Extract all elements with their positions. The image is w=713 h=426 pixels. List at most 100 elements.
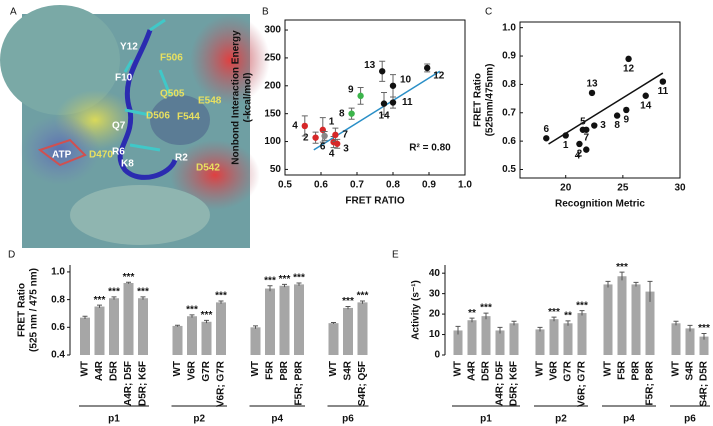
significance: *** bbox=[293, 273, 305, 284]
bar bbox=[250, 327, 261, 355]
significance: *** bbox=[698, 323, 710, 334]
bar bbox=[509, 323, 519, 355]
panel-letter: B bbox=[262, 7, 269, 18]
x-tick-label: D5R bbox=[481, 360, 492, 381]
x-tick-label: 0.7 bbox=[350, 180, 364, 191]
y-axis-label: (525nm/475nm) bbox=[485, 64, 496, 137]
annotation: R² = 0.80 bbox=[409, 143, 451, 154]
error-bar bbox=[296, 282, 302, 286]
y-tick-label: 0.4 bbox=[51, 350, 65, 361]
y-tick-label: 1.0 bbox=[51, 267, 65, 278]
error-bar bbox=[218, 300, 224, 304]
x-tick-label: S4R; D5R bbox=[699, 360, 710, 406]
data-point bbox=[583, 146, 590, 153]
error-bar bbox=[701, 333, 707, 340]
data-point bbox=[613, 112, 621, 119]
point-label: 14 bbox=[640, 100, 652, 111]
y-axis-label: FRET Ratio bbox=[473, 73, 484, 127]
significance: *** bbox=[215, 291, 227, 302]
x-tick-label: 25 bbox=[617, 183, 629, 194]
bar bbox=[671, 323, 681, 355]
bar bbox=[535, 329, 545, 355]
panel-letter: A bbox=[10, 7, 17, 18]
y-tick-label: 0 bbox=[434, 350, 440, 361]
group-label: p2 bbox=[193, 414, 205, 425]
data-point bbox=[623, 106, 630, 114]
error-bar bbox=[551, 316, 557, 322]
bar bbox=[216, 302, 226, 355]
point-label: 1 bbox=[563, 140, 569, 151]
x-tick-label: D5R bbox=[109, 360, 120, 381]
point-label: 2 bbox=[577, 149, 583, 160]
error-bar bbox=[511, 320, 517, 326]
bar bbox=[123, 283, 134, 355]
residue-label: D470 bbox=[89, 150, 113, 161]
y-tick-label: 250 bbox=[264, 53, 281, 64]
bar bbox=[481, 316, 491, 355]
panel-letter: C bbox=[485, 7, 492, 18]
data-point bbox=[424, 64, 431, 72]
x-tick-label: 0.8 bbox=[386, 180, 400, 191]
y-tick-label: 10 bbox=[429, 329, 441, 340]
x-tick-label: P8R bbox=[279, 360, 290, 380]
error-bar bbox=[469, 317, 475, 323]
error-bar bbox=[111, 296, 117, 300]
x-tick-label: F5R bbox=[617, 360, 628, 380]
y-tick-label: 1.0 bbox=[502, 22, 516, 33]
significance: *** bbox=[108, 286, 120, 297]
y-tick-label: 300 bbox=[264, 25, 281, 36]
significance: *** bbox=[548, 307, 560, 318]
point-label: 6 bbox=[320, 142, 326, 153]
surface-blob bbox=[150, 95, 210, 145]
x-tick-label: 1.0 bbox=[458, 180, 472, 191]
bar bbox=[495, 330, 505, 355]
x-tick-label: F5R; P8R bbox=[645, 360, 656, 405]
point-label: 1 bbox=[329, 116, 335, 127]
significance: *** bbox=[123, 272, 135, 283]
x-axis-label: Recognition Metric bbox=[555, 199, 645, 210]
group-label: p6 bbox=[342, 414, 354, 425]
error-bar bbox=[331, 321, 336, 324]
x-tick-label: D5R; K6F bbox=[509, 361, 520, 406]
group-label: p1 bbox=[480, 414, 492, 425]
data-point bbox=[583, 126, 590, 133]
x-tick-label: A4R bbox=[467, 360, 478, 381]
error-bar bbox=[204, 319, 209, 324]
residue-label: F544 bbox=[177, 112, 200, 123]
bar bbox=[453, 330, 463, 355]
error-bar bbox=[175, 324, 180, 327]
bar bbox=[467, 320, 477, 355]
y-tick-label: 20 bbox=[429, 309, 441, 320]
bar bbox=[563, 323, 573, 355]
x-tick-label: S4R bbox=[685, 360, 696, 380]
x-tick-label: S4R; Q5F bbox=[357, 361, 368, 406]
group-label: p4 bbox=[623, 414, 635, 425]
bar bbox=[631, 284, 641, 355]
point-label: 3 bbox=[343, 143, 349, 154]
x-tick-label: WT bbox=[328, 361, 339, 377]
point-label: 4 bbox=[575, 150, 581, 161]
x-tick-label: WT bbox=[671, 361, 682, 377]
x-tick-label: WT bbox=[172, 361, 183, 377]
point-label: 7 bbox=[342, 129, 348, 140]
bar bbox=[645, 291, 655, 355]
bar bbox=[294, 284, 304, 355]
residue-label: Q7 bbox=[112, 121, 126, 132]
significance: ** bbox=[564, 310, 572, 321]
x-tick-label: WT bbox=[535, 361, 546, 377]
error-bar bbox=[497, 326, 503, 334]
error-bar bbox=[673, 320, 679, 326]
bar bbox=[328, 323, 339, 355]
bar bbox=[172, 325, 183, 355]
bar bbox=[343, 307, 353, 355]
bar bbox=[603, 284, 613, 355]
significance: *** bbox=[357, 291, 369, 302]
x-tick-label: V6R bbox=[187, 360, 198, 380]
y-tick-label: 0.5 bbox=[502, 164, 516, 175]
error-bar bbox=[687, 324, 693, 332]
data-point bbox=[591, 122, 598, 129]
x-tick-label: G7R bbox=[201, 360, 212, 381]
x-tick-label: 20 bbox=[560, 183, 572, 194]
point-label: 2 bbox=[303, 132, 309, 143]
significance: *** bbox=[201, 310, 213, 321]
